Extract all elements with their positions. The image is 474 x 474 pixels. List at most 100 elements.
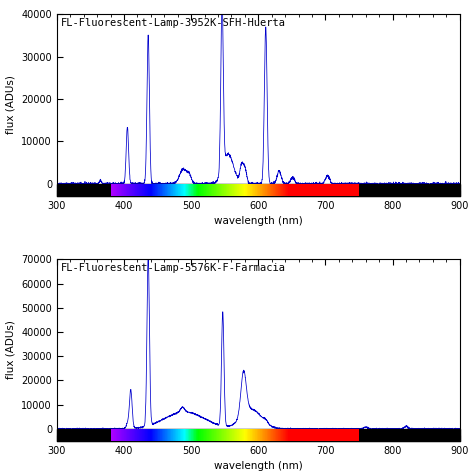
Bar — [156, 184, 157, 196]
Bar — [301, 184, 302, 196]
Bar — [266, 184, 267, 196]
Bar — [295, 429, 296, 441]
Text: FL-Fluorescent-Lamp-3952K-SFH-Huerta: FL-Fluorescent-Lamp-3952K-SFH-Huerta — [61, 18, 286, 28]
Bar — [321, 184, 322, 196]
Bar — [291, 429, 292, 441]
Bar — [300, 429, 301, 441]
Bar — [322, 184, 323, 196]
Bar — [187, 184, 188, 196]
Bar — [342, 429, 343, 441]
Bar — [277, 429, 278, 441]
Bar — [199, 429, 200, 441]
Bar — [231, 429, 232, 441]
Bar — [229, 184, 230, 196]
Bar — [175, 184, 176, 196]
Bar — [354, 184, 355, 196]
Bar — [177, 429, 178, 441]
Bar — [308, 184, 309, 196]
Bar — [325, 184, 326, 196]
Bar — [137, 429, 138, 441]
Bar — [285, 184, 286, 196]
Bar — [188, 429, 189, 441]
Bar — [190, 184, 191, 196]
Bar — [267, 429, 268, 441]
Bar — [349, 184, 350, 196]
Bar — [259, 184, 260, 196]
Bar — [303, 429, 304, 441]
Bar — [255, 429, 256, 441]
Bar — [305, 184, 306, 196]
Bar — [294, 184, 295, 196]
Bar — [189, 429, 190, 441]
Bar — [180, 184, 181, 196]
Bar — [264, 184, 265, 196]
Bar — [291, 184, 292, 196]
Bar — [223, 184, 224, 196]
Bar — [233, 429, 234, 441]
Bar — [197, 429, 198, 441]
Bar — [220, 184, 221, 196]
Bar — [244, 429, 245, 441]
Bar — [207, 429, 208, 441]
Bar — [345, 184, 346, 196]
Bar — [286, 429, 287, 441]
Bar — [197, 184, 198, 196]
Bar — [251, 184, 252, 196]
Bar — [247, 429, 248, 441]
Bar — [135, 429, 136, 441]
Bar — [191, 184, 192, 196]
Bar — [300, 184, 301, 196]
Bar — [178, 184, 179, 196]
Bar — [276, 429, 277, 441]
Bar — [205, 184, 206, 196]
Bar — [267, 184, 268, 196]
Bar — [270, 429, 271, 441]
Bar — [341, 429, 342, 441]
Bar — [250, 429, 251, 441]
Bar — [342, 184, 343, 196]
Bar — [317, 429, 318, 441]
Bar — [165, 184, 166, 196]
Bar — [268, 429, 269, 441]
Bar — [340, 184, 341, 196]
Bar — [319, 184, 320, 196]
Bar — [179, 429, 180, 441]
Bar — [57, 184, 460, 196]
Bar — [201, 184, 202, 196]
Bar — [178, 429, 179, 441]
Bar — [257, 184, 258, 196]
Bar — [257, 429, 258, 441]
Bar — [347, 184, 348, 196]
Bar — [256, 429, 257, 441]
Bar — [311, 184, 312, 196]
Bar — [312, 429, 313, 441]
Bar — [316, 184, 317, 196]
Bar — [275, 429, 276, 441]
Bar — [145, 429, 146, 441]
Bar — [293, 429, 294, 441]
X-axis label: wavelength (nm): wavelength (nm) — [214, 216, 303, 226]
Bar — [358, 429, 359, 441]
Bar — [258, 184, 259, 196]
Bar — [143, 429, 144, 441]
Bar — [283, 184, 284, 196]
Bar — [194, 429, 195, 441]
Bar — [254, 184, 255, 196]
Bar — [354, 429, 355, 441]
Bar — [230, 184, 231, 196]
Bar — [246, 429, 247, 441]
Bar — [343, 429, 344, 441]
Bar — [157, 184, 158, 196]
Bar — [217, 184, 218, 196]
Bar — [184, 184, 185, 196]
Bar — [253, 429, 254, 441]
Bar — [140, 429, 141, 441]
Bar — [213, 429, 214, 441]
Bar — [350, 429, 351, 441]
Bar — [295, 184, 296, 196]
Bar — [151, 184, 152, 196]
Bar — [205, 429, 206, 441]
Bar — [114, 184, 115, 196]
Bar — [298, 184, 299, 196]
Bar — [145, 184, 146, 196]
